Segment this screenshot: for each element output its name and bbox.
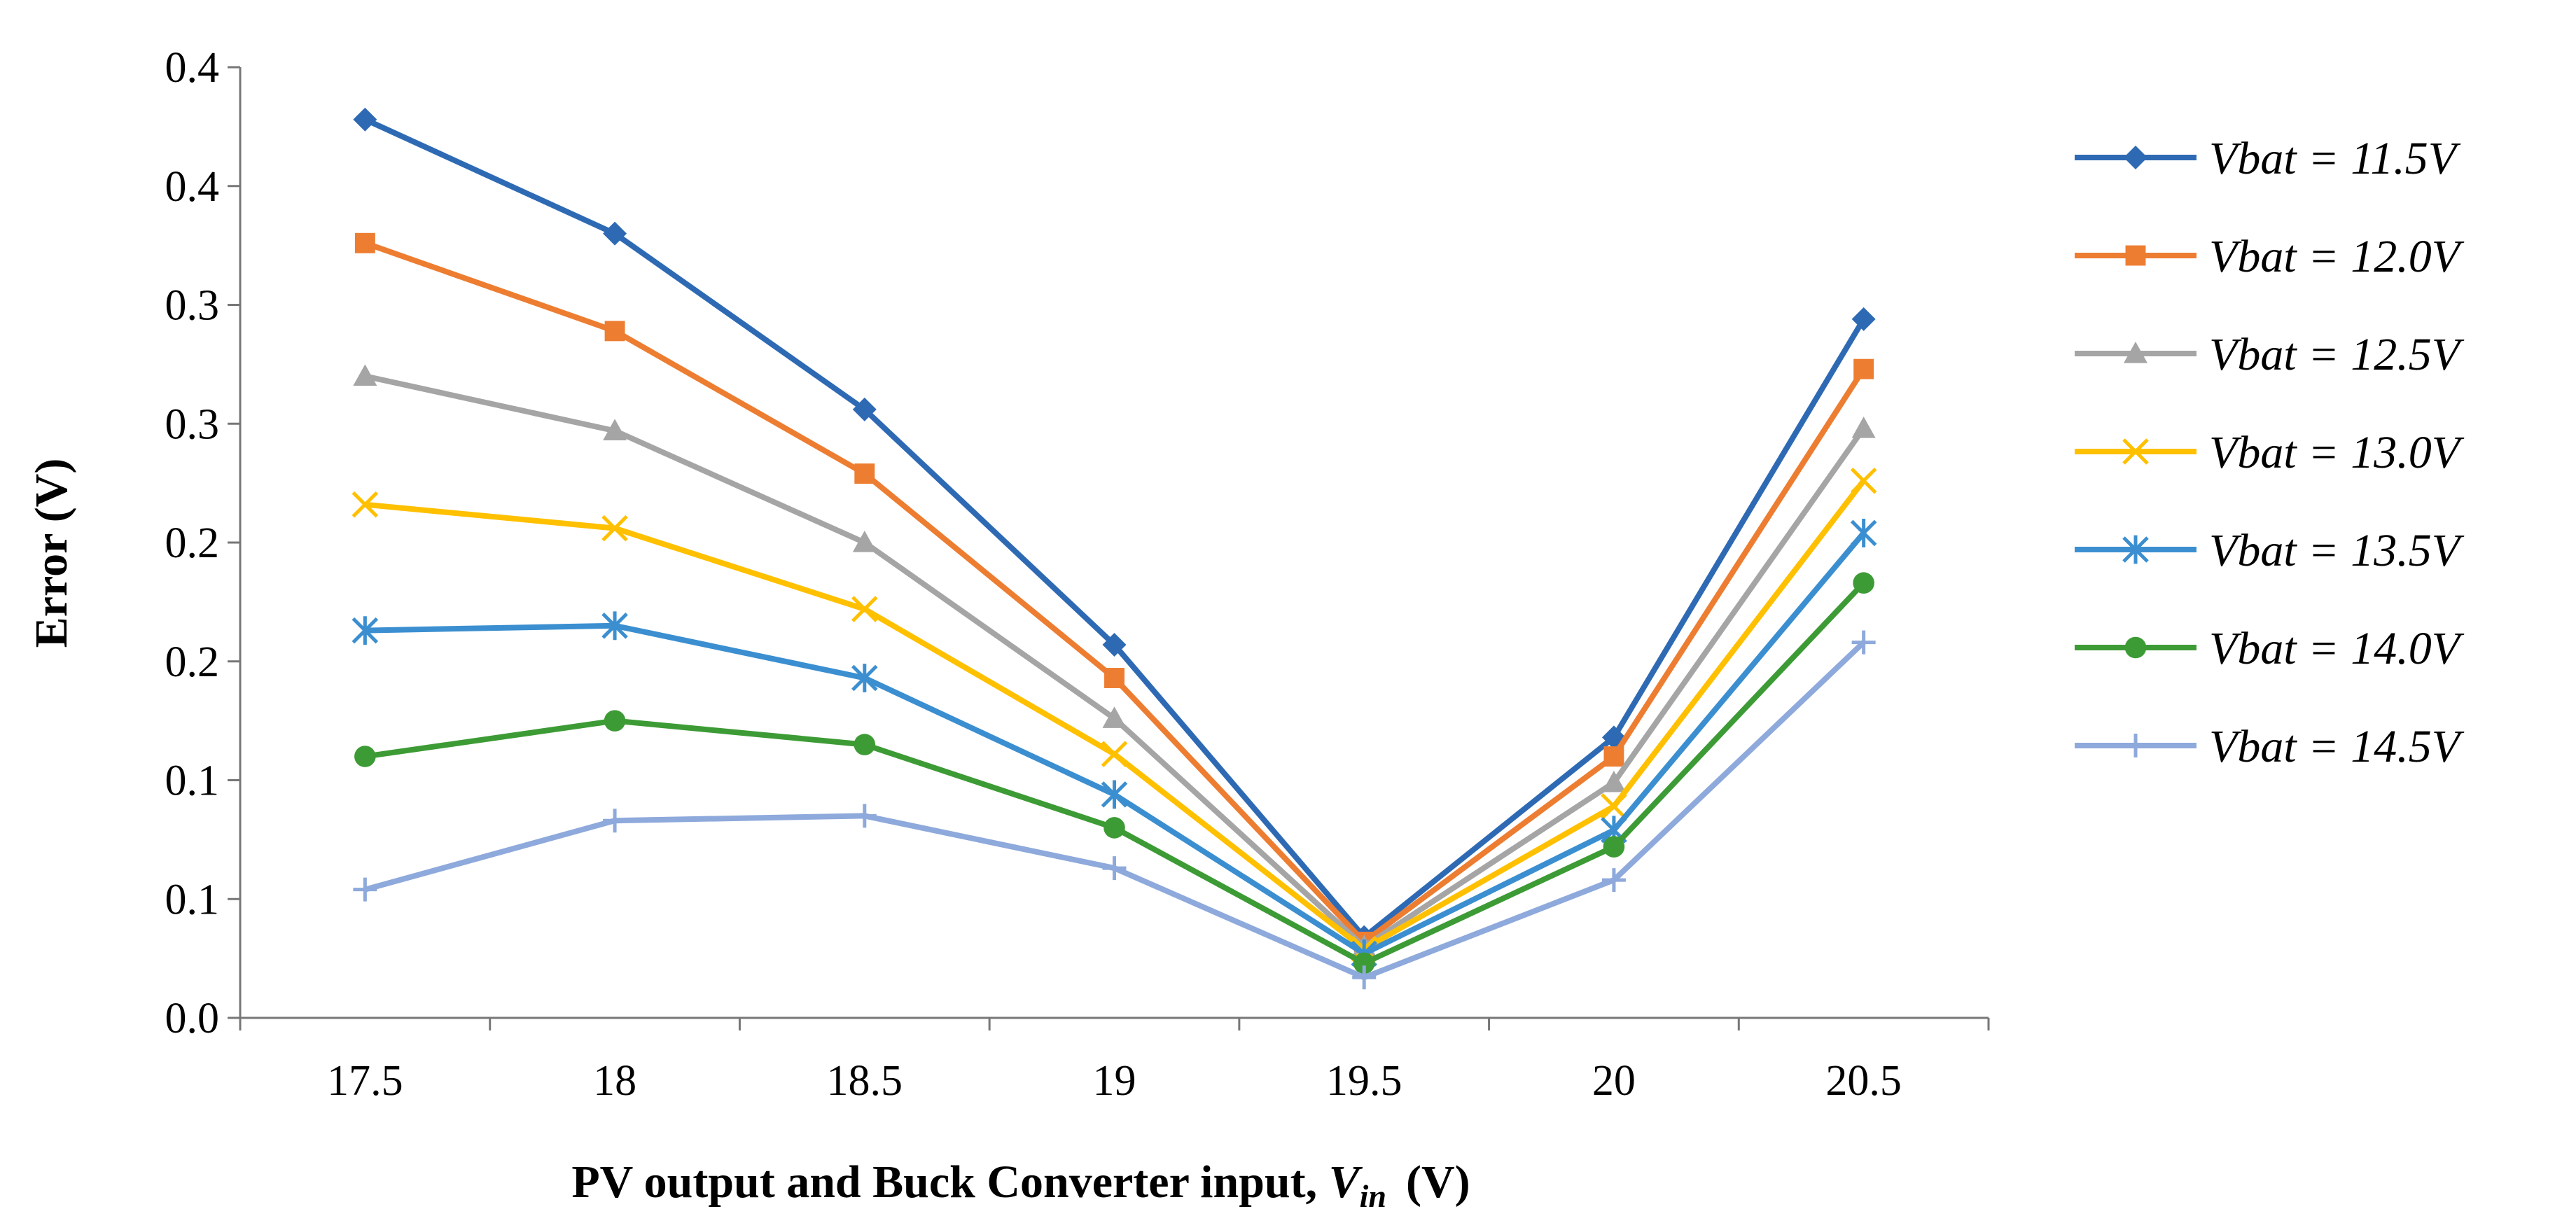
x-axis-title-sub: in	[1360, 1178, 1386, 1214]
x-axis-title-main: PV output and Buck Converter input,	[571, 1156, 1328, 1208]
data-point	[1601, 868, 1626, 893]
series-4	[351, 467, 1877, 963]
legend-label: Vbat = 12.0V	[2209, 231, 2465, 282]
legend-label: Vbat = 11.5V	[2209, 133, 2461, 184]
data-point	[1850, 519, 1877, 547]
legend-label: Vbat = 14.5V	[2209, 721, 2465, 772]
x-tick-label: 18.5	[827, 1057, 903, 1105]
data-point	[1850, 467, 1877, 494]
data-point	[1101, 780, 1128, 809]
series-5	[351, 519, 1877, 968]
data-point	[2124, 342, 2147, 363]
data-point	[1853, 572, 1874, 594]
data-point	[354, 232, 375, 253]
data-point	[1603, 746, 1624, 767]
y-tick-label: 0.4	[165, 44, 220, 92]
y-tick-label: 0.2	[165, 638, 220, 686]
series-6	[354, 572, 1874, 974]
data-point	[1603, 836, 1625, 858]
legend-label: Vbat = 14.0V	[2209, 623, 2465, 674]
y-axis-title: Error (V)	[26, 459, 77, 648]
x-tick-label: 20	[1592, 1057, 1636, 1105]
legend-item-1: Vbat = 11.5V	[2075, 133, 2461, 184]
x-axis-title-unit: (V)	[1406, 1156, 1470, 1208]
data-point	[1102, 706, 1127, 728]
series-7	[353, 630, 1876, 990]
data-point	[1102, 856, 1127, 881]
x-tick-label: 19.5	[1326, 1057, 1402, 1105]
x-axis-title-var: V	[1329, 1156, 1363, 1208]
data-point	[604, 321, 625, 342]
data-point	[603, 809, 627, 833]
legend-item-3: Vbat = 12.5V	[2075, 329, 2465, 380]
x-axis-title: PV output and Buck Converter input, Vin (…	[571, 1156, 1470, 1214]
data-point	[852, 804, 877, 828]
data-point	[353, 364, 377, 386]
data-point	[1853, 358, 1874, 379]
data-point	[1101, 741, 1128, 767]
y-tick-label: 0.3	[165, 282, 220, 330]
data-point	[2125, 245, 2146, 266]
data-point	[353, 877, 377, 902]
legend-label: Vbat = 12.5V	[2209, 329, 2465, 380]
data-point	[1851, 417, 1876, 438]
data-point	[854, 734, 876, 755]
data-point	[351, 491, 379, 518]
legend: Vbat = 11.5V Vbat = 12.0V Vbat = 12.5V Vbat…	[2075, 133, 2465, 772]
x-tick-label: 20.5	[1825, 1057, 1902, 1105]
data-point	[354, 746, 376, 767]
data-point	[603, 419, 627, 441]
legend-item-4: Vbat = 13.0V	[2075, 427, 2465, 478]
x-tick-label: 17.5	[327, 1057, 403, 1105]
x-tick-label: 19	[1093, 1057, 1136, 1105]
legend-label: Vbat = 13.0V	[2209, 427, 2465, 478]
data-point	[2124, 636, 2147, 659]
y-tick-label: 0.3	[165, 400, 220, 448]
data-point	[1102, 632, 1127, 657]
data-point	[601, 611, 628, 641]
data-point	[351, 616, 379, 645]
legend-item-6: Vbat = 14.0V	[2075, 623, 2465, 674]
y-tick-label: 0.0	[165, 995, 220, 1042]
legend-item-2: Vbat = 12.0V	[2075, 231, 2465, 282]
series-1	[353, 107, 1876, 949]
data-point	[1851, 630, 1876, 655]
data-point	[1601, 770, 1626, 792]
y-tick-label: 0.2	[165, 519, 220, 567]
data-point	[604, 710, 626, 732]
axes: 0.0 0.1 0.1 0.2 0.2 0.3 0.3 0.4 0.4 17.5 18 18.5 19 1…	[165, 44, 1990, 1105]
data-point	[2122, 535, 2149, 564]
legend-label: Vbat = 13.5V	[2209, 525, 2465, 576]
data-point	[851, 664, 878, 692]
data-point	[2124, 734, 2147, 757]
data-point	[2122, 438, 2149, 465]
data-point	[1352, 965, 1377, 990]
data-point	[1601, 793, 1627, 820]
data-point	[854, 463, 875, 484]
y-tick-label: 0.1	[165, 876, 220, 923]
series-2	[354, 232, 1874, 952]
y-tick-label: 0.1	[165, 757, 220, 805]
data-point	[1851, 307, 1876, 331]
data-point	[601, 515, 628, 542]
data-point	[2124, 146, 2147, 169]
legend-item-5: Vbat = 13.5V	[2075, 525, 2465, 576]
data-point	[852, 531, 877, 552]
y-tick-label: 0.4	[165, 163, 220, 211]
series-layer	[351, 107, 1877, 990]
data-point	[603, 221, 627, 246]
data-point	[851, 596, 878, 622]
data-point	[353, 107, 377, 132]
data-point	[1103, 817, 1125, 839]
legend-item-7: Vbat = 14.5V	[2075, 721, 2465, 772]
x-tick-label: 18	[593, 1057, 636, 1105]
data-point	[1353, 952, 1375, 974]
data-point	[852, 397, 877, 421]
data-point	[1104, 668, 1125, 688]
